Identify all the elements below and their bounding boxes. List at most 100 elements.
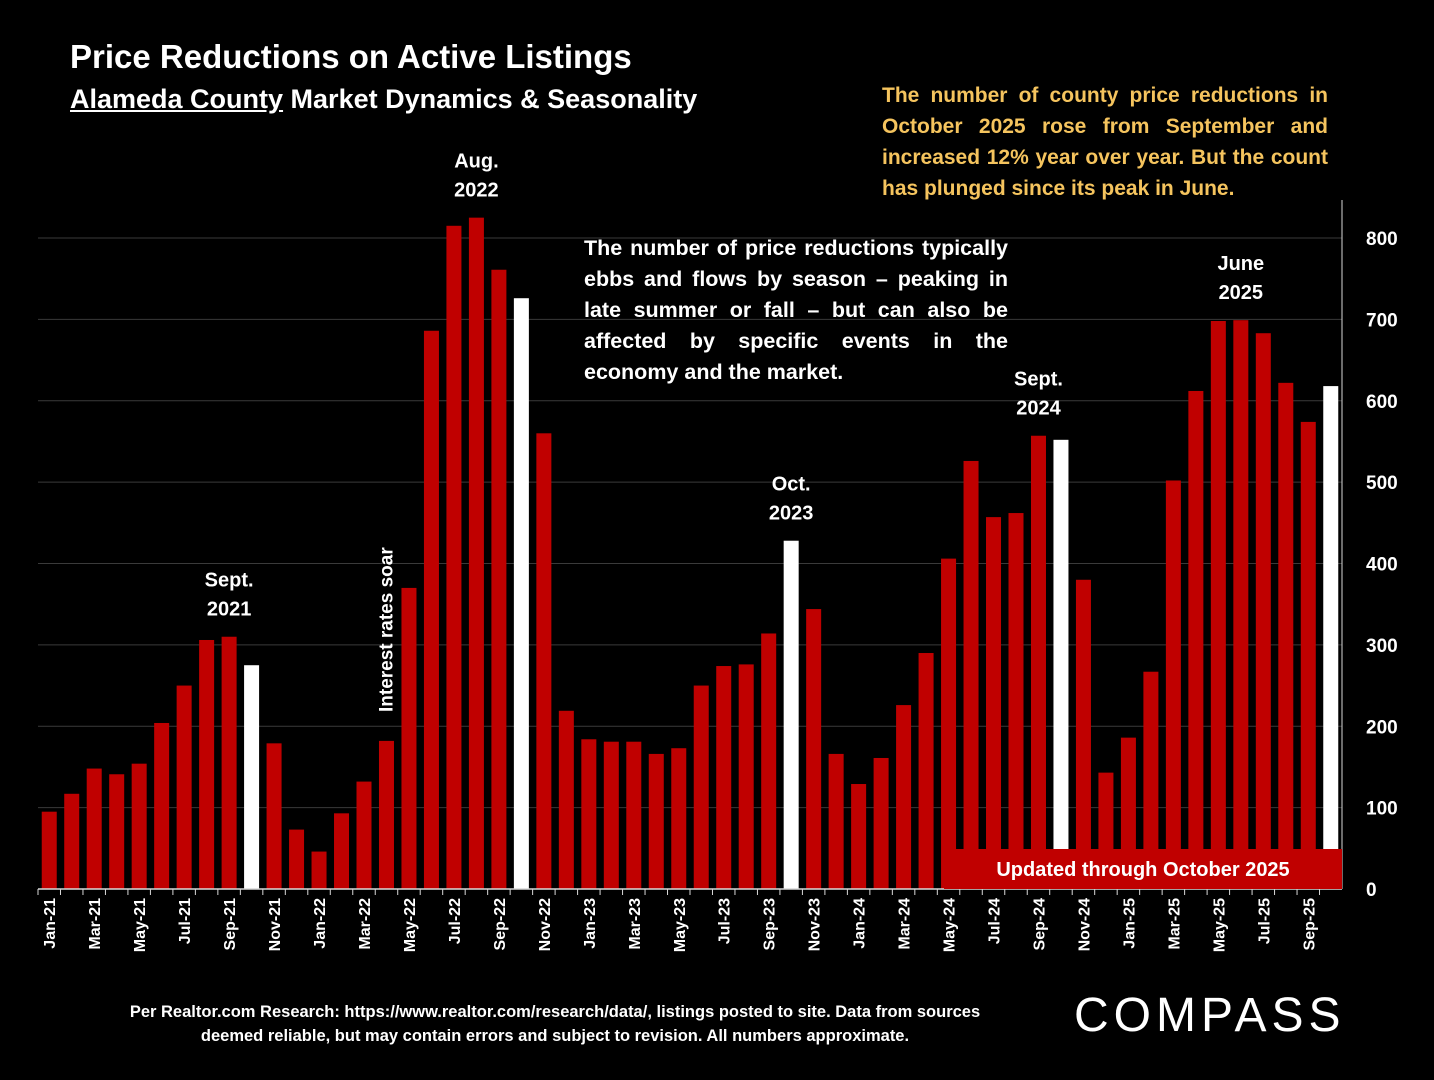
bar	[41, 811, 57, 889]
bar	[154, 722, 170, 889]
bar	[289, 829, 305, 889]
y-tick-label: 800	[1366, 229, 1398, 250]
bar	[558, 710, 574, 889]
chart-subtitle: Alameda County Market Dynamics & Seasona…	[70, 84, 697, 115]
bar	[311, 851, 327, 889]
bar	[266, 743, 282, 889]
bar	[648, 753, 664, 889]
bar	[176, 685, 192, 889]
x-tick-label: Mar-22	[357, 898, 374, 950]
x-tick-label: Jan-22	[312, 898, 329, 949]
subtitle-rest: Market Dynamics & Seasonality	[283, 84, 698, 114]
x-tick-label: Mar-21	[87, 898, 104, 950]
x-tick-label: Sep-25	[1301, 898, 1318, 951]
x-tick-label: Mar-23	[627, 898, 644, 950]
x-tick-label: Mar-25	[1166, 898, 1183, 950]
bar	[334, 813, 350, 889]
x-tick-label: Jul-23	[717, 898, 734, 944]
bar	[1323, 386, 1339, 889]
bar	[896, 705, 912, 889]
x-tick-label: Nov-22	[537, 898, 554, 951]
y-tick-label: 0	[1366, 880, 1377, 901]
annotation-label: Oct.	[772, 474, 811, 496]
bar	[626, 741, 642, 889]
x-tick-label: Sep-23	[762, 898, 779, 951]
bar	[401, 587, 417, 889]
x-tick-label: Sep-21	[222, 898, 239, 951]
bar	[446, 225, 462, 889]
compass-logo: COMPASS	[1074, 989, 1346, 1042]
bar	[581, 739, 597, 889]
bar	[513, 298, 529, 889]
y-tick-label: 600	[1366, 392, 1398, 413]
bar	[851, 784, 867, 889]
bar	[963, 460, 979, 889]
bar	[693, 685, 709, 889]
x-tick-label: May-22	[402, 898, 419, 952]
bar	[131, 763, 147, 889]
y-tick-label: 500	[1366, 473, 1398, 494]
updated-banner: Updated through October 2025	[944, 849, 1342, 889]
bar	[221, 636, 237, 889]
annotation-label: Sept.	[205, 570, 254, 592]
bar	[1210, 321, 1226, 889]
x-tick-label: Nov-21	[267, 898, 284, 951]
bar	[1030, 435, 1046, 889]
x-tick-label: May-24	[942, 898, 959, 952]
annotation-label: 2022	[454, 180, 499, 202]
x-tick-label: Jan-23	[582, 898, 599, 949]
bar	[356, 781, 372, 889]
annotation-rates: Interest rates soar	[376, 547, 397, 712]
annotation-label: Aug.	[454, 151, 498, 173]
bar	[423, 330, 439, 890]
x-tick-label: Jan-25	[1121, 898, 1138, 949]
x-tick-label: Sep-24	[1031, 898, 1048, 951]
y-tick-label: 700	[1366, 310, 1398, 331]
x-tick-label: May-21	[132, 898, 149, 952]
bar	[378, 740, 394, 889]
y-tick-label: 100	[1366, 799, 1398, 820]
bar	[1300, 421, 1316, 889]
bar	[199, 639, 215, 889]
x-tick-label: Jul-21	[177, 898, 194, 944]
bar	[603, 741, 619, 889]
bar	[109, 774, 125, 889]
annotation-label: 2025	[1219, 282, 1264, 304]
x-tick-label: Jul-22	[447, 898, 464, 944]
x-tick-label: Jul-24	[987, 898, 1004, 944]
x-tick-label: Sep-22	[492, 898, 509, 951]
bar	[716, 666, 732, 889]
x-tick-label: Mar-24	[897, 898, 914, 950]
x-tick-label: Nov-24	[1076, 898, 1093, 951]
x-tick-label: Nov-23	[807, 898, 824, 951]
bar	[1075, 579, 1091, 889]
seasonality-note: The number of price reductions typically…	[584, 236, 1008, 384]
chart-title: Price Reductions on Active Listings	[70, 38, 632, 75]
bar	[828, 753, 844, 889]
x-tick-label: Jan-21	[42, 898, 59, 949]
bar	[806, 609, 822, 889]
annotation-label: 2021	[207, 599, 252, 621]
bar	[1008, 513, 1024, 889]
bar	[1278, 382, 1294, 889]
bar	[986, 517, 1002, 889]
bar	[738, 664, 754, 889]
bar	[918, 653, 934, 889]
bar	[783, 540, 799, 889]
bar	[244, 665, 260, 889]
bar	[468, 217, 484, 889]
bar	[1053, 439, 1069, 889]
annotation-label: June	[1217, 253, 1264, 275]
bar	[671, 748, 687, 889]
annotation-label: 2024	[1016, 398, 1061, 420]
y-tick-label: 300	[1366, 636, 1398, 657]
x-tick-label: Jan-24	[852, 898, 869, 949]
bar	[491, 269, 507, 890]
bar	[64, 793, 80, 889]
bar	[1255, 333, 1271, 889]
x-tick-label: May-23	[672, 898, 689, 952]
bar	[941, 558, 957, 889]
bar	[1143, 671, 1159, 889]
bar	[1188, 390, 1204, 889]
